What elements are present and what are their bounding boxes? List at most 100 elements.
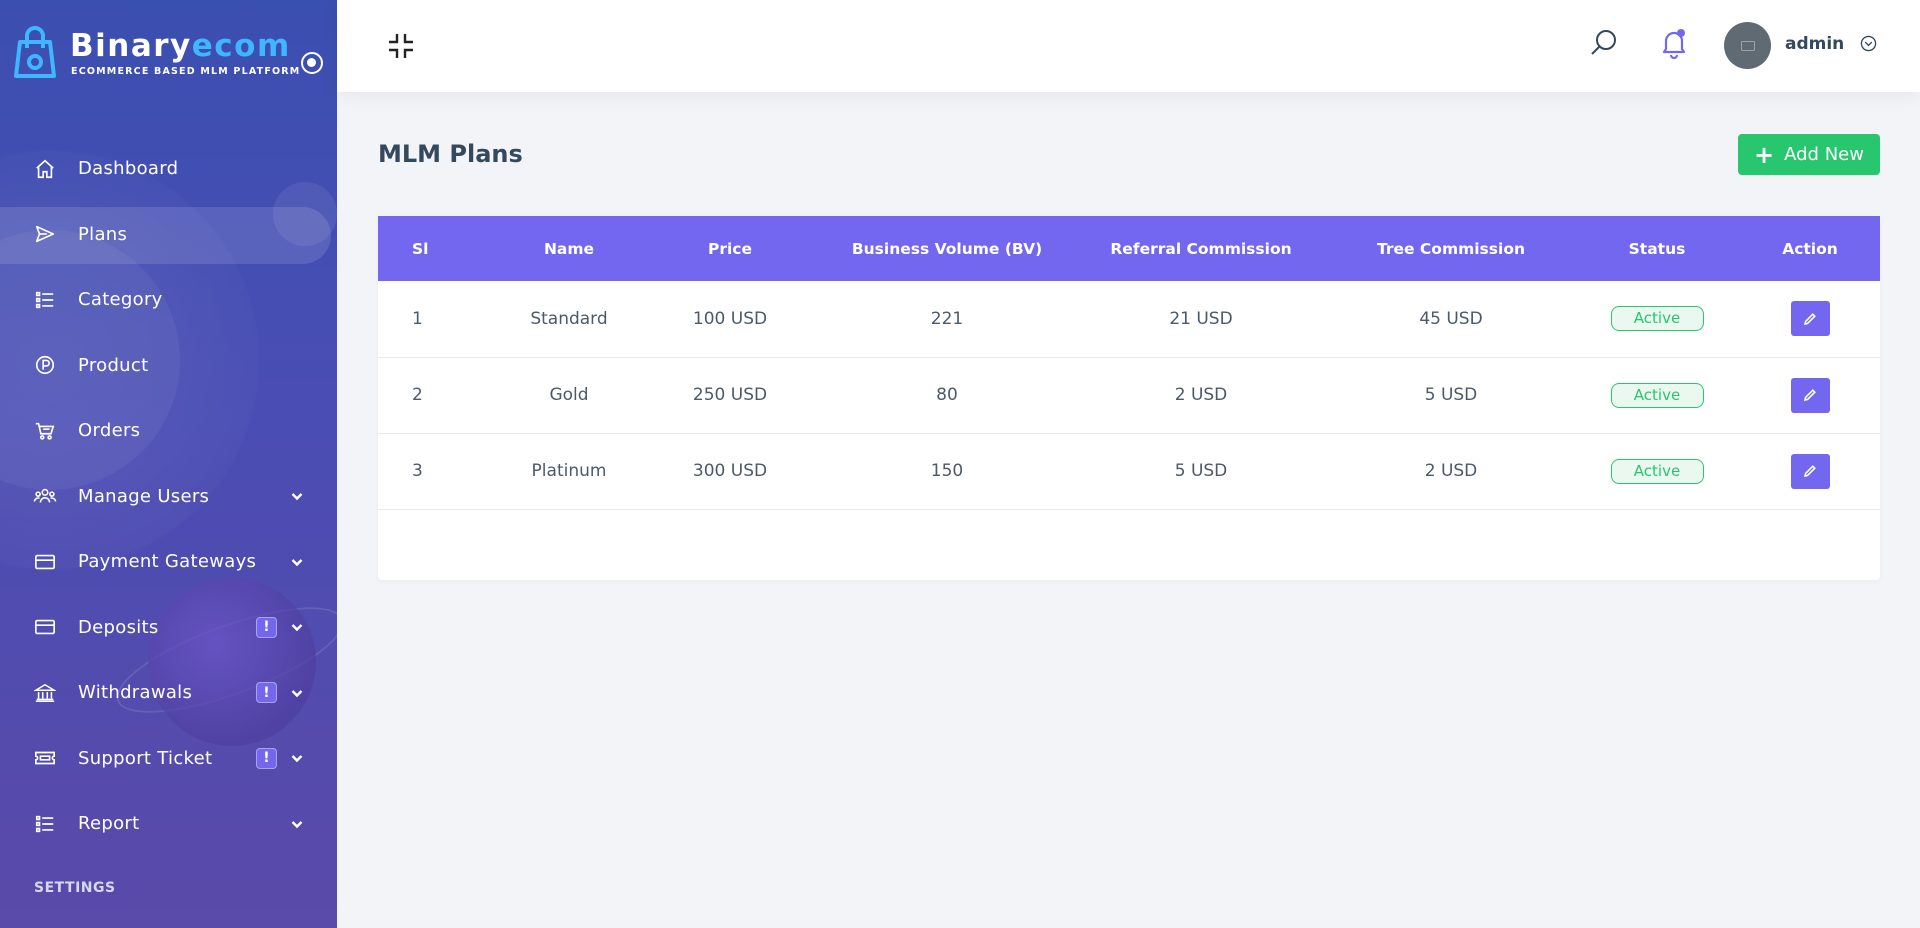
home-icon [33,157,57,181]
cell-sl: 1 [412,308,423,329]
sidebar-item-withdrawals[interactable]: Withdrawals ! [0,660,337,726]
sidebar-item-deposits[interactable]: Deposits ! [0,595,337,661]
plans-table-card: Sl Name Price Business Volume (BV) Refer… [378,216,1880,580]
list-icon [33,288,57,312]
cell-tree: 5 USD [1424,385,1478,405]
edit-button[interactable] [1790,377,1830,413]
pencil-icon [1803,465,1816,478]
ticket-icon [33,746,57,770]
cell-bv: 150 [930,461,964,481]
sidebar-item-label: Support Ticket [78,747,213,769]
sidebar-decoration [273,182,337,246]
sidebar-item-label: Product [78,354,149,376]
add-new-button[interactable]: + Add New [1738,134,1880,175]
table-header-row: Sl Name Price Business Volume (BV) Refer… [378,216,1880,281]
chevron-down-icon [291,493,303,501]
column-header-name: Name [543,239,595,258]
sidebar-decoration [148,578,316,746]
sidebar-item-dashboard[interactable]: Dashboard [0,136,337,202]
shopping-bag-icon [14,26,56,78]
status-badge: Active [1610,306,1704,332]
search-icon[interactable] [1589,28,1619,58]
edit-button[interactable] [1790,453,1830,489]
cell-name: Gold [549,385,589,405]
notification-badge: ! [256,616,277,638]
table-row: 1 Standard 100 USD 221 21 USD 45 USD Act… [378,281,1880,357]
cell-sl: 2 [412,385,423,405]
sidebar: Binaryecom ECOMMERCE BASED MLM PLATFORM … [0,0,337,928]
cart-icon [33,419,57,443]
sidebar-item-payment-gateways[interactable]: Payment Gateways [0,529,337,595]
status-badge: Active [1610,458,1704,484]
table-row: 2 Gold 250 USD 80 2 USD 5 USD Active [378,357,1880,433]
sidebar-item-label: Dashboard [78,158,179,180]
user-name[interactable]: admin [1785,34,1845,54]
sidebar-item-support-ticket[interactable]: Support Ticket ! [0,726,337,792]
sidebar-item-label: Plans [78,223,128,245]
cell-bv: 80 [936,385,958,405]
cell-status: Active [1574,281,1740,357]
sidebar-item-label: Category [78,289,163,311]
credit-card-icon [33,550,57,574]
brand-logo[interactable]: Binaryecom ECOMMERCE BASED MLM PLATFORM [12,24,332,84]
chevron-down-icon [291,558,303,566]
sidebar-nav: Dashboard Plans Category Product [0,136,337,857]
sidebar-section-title: SETTINGS [34,880,116,896]
send-icon [33,222,57,246]
pencil-icon [1803,389,1816,402]
add-new-label: Add New [1784,144,1864,165]
sidebar-item-product[interactable]: Product [0,333,337,399]
cell-status: Active [1574,433,1740,509]
credit-card-icon [33,615,57,639]
cell-referral: 5 USD [1174,461,1228,481]
image-placeholder-icon [1740,40,1755,51]
cell-tree: 2 USD [1424,461,1478,481]
cell-status: Active [1574,357,1740,433]
exit-fullscreen-icon[interactable] [387,32,415,60]
sidebar-toggle-button[interactable] [301,52,323,74]
sidebar-item-report[interactable]: Report [0,791,337,857]
chevron-down-icon [291,624,303,632]
column-header-sl: Sl [412,239,429,258]
cell-sl: 3 [412,461,423,481]
column-header-referral: Referral Commission [1110,239,1292,258]
bank-icon [33,681,57,705]
sidebar-item-category[interactable]: Category [0,267,337,333]
column-header-action: Action [1782,239,1838,258]
cell-referral: 21 USD [1169,308,1233,329]
cell-action [1740,281,1880,357]
brand-tagline: ECOMMERCE BASED MLM PLATFORM [71,66,301,77]
chevron-down-circle-icon[interactable] [1860,35,1877,52]
sidebar-item-label: Payment Gateways [78,551,257,573]
edit-button[interactable] [1790,301,1830,337]
column-header-status: Status [1628,239,1686,258]
plus-icon: + [1754,140,1775,169]
sidebar-item-plans[interactable]: Plans [0,202,337,268]
pencil-icon [1803,312,1816,325]
sidebar-item-label: Manage Users [78,485,210,507]
cell-price: 300 USD [692,461,768,481]
plans-table: Sl Name Price Business Volume (BV) Refer… [378,216,1880,510]
notification-dot [1677,29,1685,37]
list-icon [33,812,57,836]
status-badge: Active [1610,382,1704,408]
chevron-down-icon [291,820,303,828]
notifications-button[interactable] [1659,27,1689,60]
chevron-down-icon [291,755,303,763]
cell-tree: 45 USD [1419,308,1483,329]
brand-name: Binaryecom [70,28,291,64]
users-icon [33,484,57,508]
chevron-down-icon [291,689,303,697]
notification-badge: ! [256,682,277,704]
sidebar-item-label: Deposits [78,616,159,638]
sidebar-item-label: Withdrawals [78,682,193,704]
sidebar-item-orders[interactable]: Orders [0,398,337,464]
cell-price: 250 USD [692,385,768,405]
column-header-price: Price [707,239,753,258]
product-icon [33,353,57,377]
top-header: admin [337,0,1920,92]
avatar[interactable] [1724,22,1771,69]
cell-action [1740,357,1880,433]
column-header-bv: Business Volume (BV) [851,239,1043,258]
sidebar-item-manage-users[interactable]: Manage Users [0,464,337,530]
